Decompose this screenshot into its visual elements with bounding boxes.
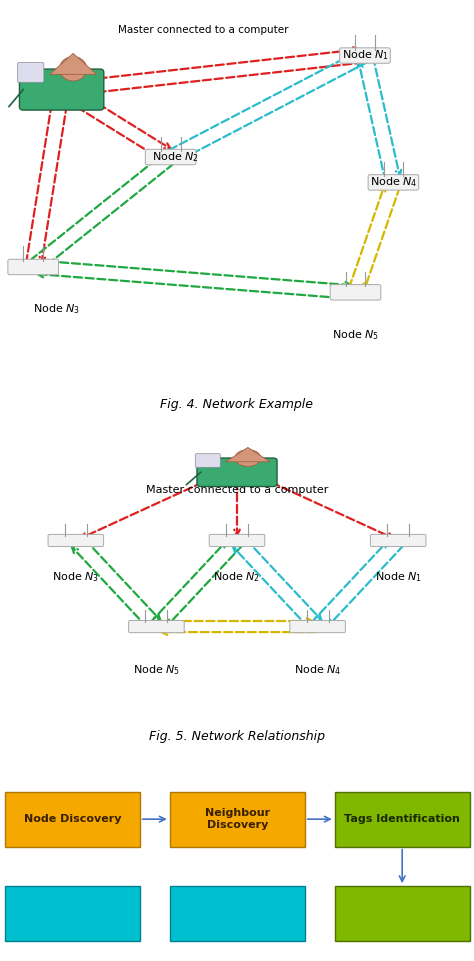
FancyBboxPatch shape (335, 886, 470, 942)
FancyBboxPatch shape (368, 175, 419, 190)
Text: Node $N_4$: Node $N_4$ (370, 176, 417, 189)
FancyBboxPatch shape (5, 792, 140, 847)
Text: Node $N_5$: Node $N_5$ (133, 663, 180, 677)
FancyBboxPatch shape (195, 454, 220, 467)
FancyBboxPatch shape (370, 534, 426, 547)
Circle shape (59, 57, 87, 81)
Text: Node $N_4$: Node $N_4$ (294, 663, 341, 677)
FancyBboxPatch shape (340, 48, 390, 63)
Text: Node $N_2$: Node $N_2$ (213, 571, 261, 584)
Text: Neighbour
Discovery: Neighbour Discovery (205, 808, 270, 830)
FancyBboxPatch shape (197, 458, 277, 486)
Circle shape (235, 450, 261, 466)
Text: Node $N_3$: Node $N_3$ (33, 303, 80, 316)
FancyBboxPatch shape (209, 534, 265, 547)
FancyBboxPatch shape (335, 792, 470, 847)
Text: Node $N_1$: Node $N_1$ (342, 49, 389, 62)
FancyBboxPatch shape (170, 886, 305, 942)
Text: Master connected to a computer: Master connected to a computer (118, 25, 289, 36)
Text: Fig. 5. Network Relationship: Fig. 5. Network Relationship (149, 730, 325, 744)
Text: Node $N_1$: Node $N_1$ (374, 571, 422, 584)
FancyBboxPatch shape (19, 69, 104, 111)
Text: Tags Identification: Tags Identification (344, 814, 460, 825)
FancyBboxPatch shape (146, 149, 196, 164)
Text: Node $N_5$: Node $N_5$ (332, 328, 379, 341)
Polygon shape (50, 54, 97, 74)
Text: Node Discovery: Node Discovery (24, 814, 121, 825)
FancyBboxPatch shape (5, 886, 140, 942)
FancyBboxPatch shape (128, 621, 184, 632)
FancyBboxPatch shape (290, 621, 346, 632)
FancyBboxPatch shape (170, 792, 305, 847)
FancyBboxPatch shape (330, 284, 381, 300)
FancyBboxPatch shape (8, 259, 58, 275)
Text: Node $N_2$: Node $N_2$ (152, 150, 199, 164)
Polygon shape (226, 448, 270, 462)
Text: Fig. 4. Network Example: Fig. 4. Network Example (161, 398, 313, 410)
FancyBboxPatch shape (48, 534, 104, 547)
Text: Master connected to a computer: Master connected to a computer (146, 485, 328, 495)
FancyBboxPatch shape (18, 62, 44, 83)
Text: Node $N_3$: Node $N_3$ (52, 571, 100, 584)
